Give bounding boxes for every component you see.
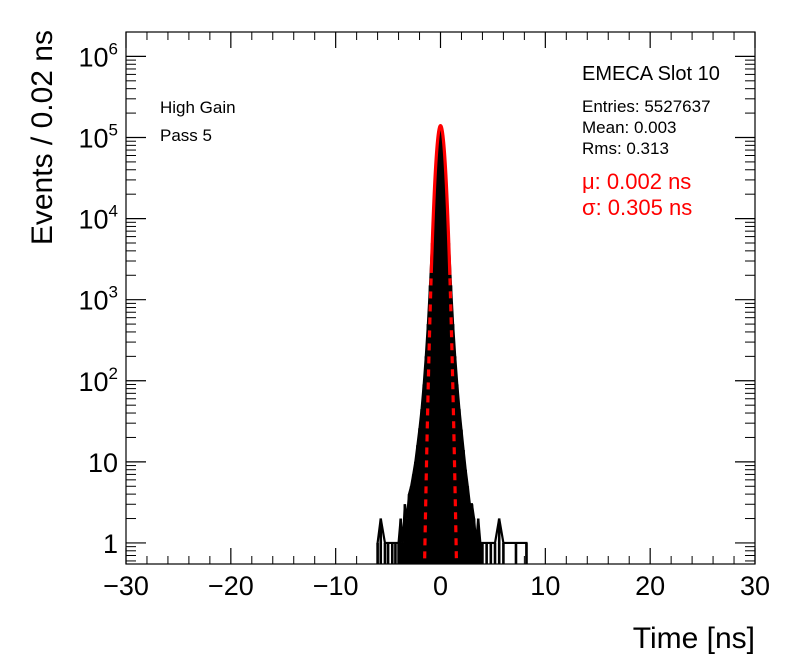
y-tick-label: 1 bbox=[103, 529, 118, 559]
y-tick-label-exponent: 3 bbox=[109, 283, 118, 302]
y-tick-label: 106 bbox=[78, 39, 118, 72]
y-tick-label-base: 1 bbox=[103, 529, 118, 559]
y-tick-label: 105 bbox=[78, 120, 118, 153]
y-tick-label-base: 10 bbox=[78, 286, 108, 316]
x-tick-label: 0 bbox=[433, 571, 448, 601]
annotation-pass: Pass 5 bbox=[160, 126, 212, 145]
data-histogram bbox=[376, 125, 528, 564]
fit-curve-right-tail bbox=[448, 278, 459, 562]
x-tick-label: 30 bbox=[740, 571, 770, 601]
y-tick-label-exponent: 4 bbox=[109, 202, 118, 221]
y-tick-label-base: 10 bbox=[88, 448, 118, 478]
y-tick-label-base: 10 bbox=[78, 367, 108, 397]
y-tick-label: 103 bbox=[78, 283, 118, 316]
y-tick-label-exponent: 2 bbox=[109, 364, 118, 383]
stats-mean: Mean: 0.003 bbox=[582, 118, 677, 137]
y-tick-label: 104 bbox=[78, 202, 118, 235]
annotation-high-gain: High Gain bbox=[160, 98, 236, 117]
x-axis: −30 −20 −10 0 10 20 30 bbox=[103, 32, 770, 601]
x-tick-label: 10 bbox=[530, 571, 560, 601]
fit-sigma: σ: 0.305 ns bbox=[582, 195, 692, 220]
x-tick-label: −20 bbox=[208, 571, 254, 601]
y-tick-label-exponent: 6 bbox=[109, 39, 118, 58]
y-tick-label-base: 10 bbox=[78, 42, 108, 72]
y-tick-label-base: 10 bbox=[78, 123, 108, 153]
y-axis-label: Events / 0.02 ns bbox=[26, 30, 59, 245]
stats-entries: Entries: 5527637 bbox=[582, 97, 711, 116]
y-tick-label: 102 bbox=[78, 364, 118, 397]
y-tick-label-base: 10 bbox=[78, 205, 108, 235]
y-tick-label: 10 bbox=[88, 448, 118, 478]
x-tick-label: −10 bbox=[313, 571, 359, 601]
fit-curve-core bbox=[429, 124, 452, 275]
stats-rms: Rms: 0.313 bbox=[582, 139, 669, 158]
fit-curve bbox=[423, 124, 459, 562]
x-tick-label: 20 bbox=[635, 571, 665, 601]
stats-title: EMECA Slot 10 bbox=[582, 63, 720, 85]
x-axis-label: Time [ns] bbox=[633, 622, 755, 655]
y-tick-label-exponent: 5 bbox=[109, 120, 118, 139]
fit-mu: μ: 0.002 ns bbox=[582, 169, 691, 194]
fit-curve-left-tail bbox=[423, 276, 433, 559]
x-tick-label: −30 bbox=[103, 571, 149, 601]
